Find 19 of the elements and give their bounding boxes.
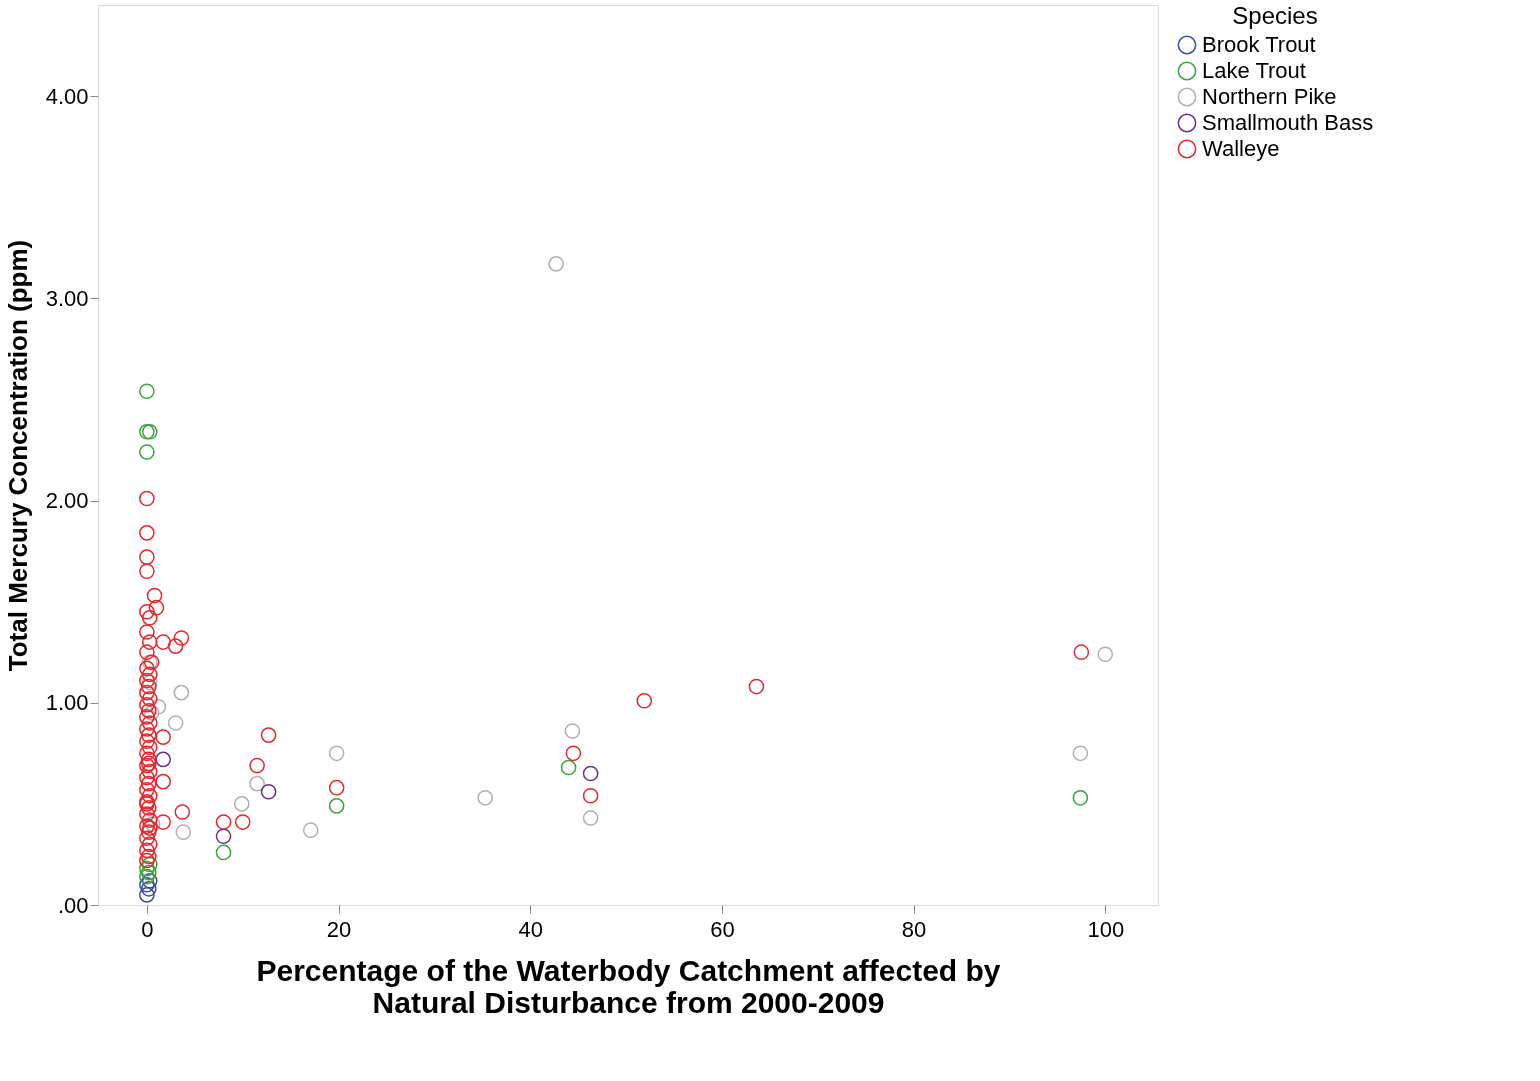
x-tick-label: 60 [710,916,735,942]
y-axis-title: Total Mercury Concentration (ppm) [2,239,33,672]
y-tick-label: .00 [57,892,89,918]
legend-label: Walleye [1202,136,1280,161]
x-axis-title: Percentage of the Waterbody Catchment affected by Natural Disturbance from 2000-2009 [256,953,1001,1019]
legend-label: Northern Pike [1202,84,1337,109]
x-tick-label: 40 [518,916,543,942]
x-tick-label: 20 [326,916,352,942]
y-tick-label: 4.00 [45,83,89,109]
y-tick-label: 3.00 [45,285,89,311]
legend-label: Brook Trout [1202,32,1316,57]
y-tick-label: 2.00 [45,488,89,514]
x-tick-label: 0 [141,916,154,942]
legend-label: Smallmouth Bass [1202,110,1374,135]
x-tick-label: 80 [901,916,927,942]
x-tick-label: 100 [1087,916,1125,942]
legend-title: Species [1232,2,1318,29]
y-tick-label: 1.00 [45,690,89,716]
legend-label: Lake Trout [1202,58,1306,83]
